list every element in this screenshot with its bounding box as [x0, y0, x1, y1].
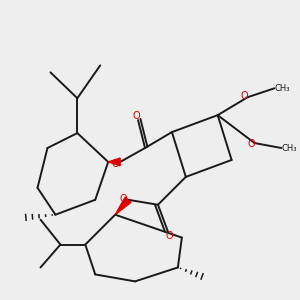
Text: CH₃: CH₃ [281, 143, 297, 152]
Polygon shape [108, 158, 120, 166]
Text: O: O [133, 111, 140, 121]
Text: O: O [166, 231, 173, 242]
Text: O: O [120, 194, 128, 204]
Text: CH₃: CH₃ [274, 84, 289, 93]
Text: O: O [248, 139, 255, 149]
Text: O: O [112, 159, 119, 169]
Text: O: O [241, 91, 248, 101]
Polygon shape [115, 197, 131, 215]
